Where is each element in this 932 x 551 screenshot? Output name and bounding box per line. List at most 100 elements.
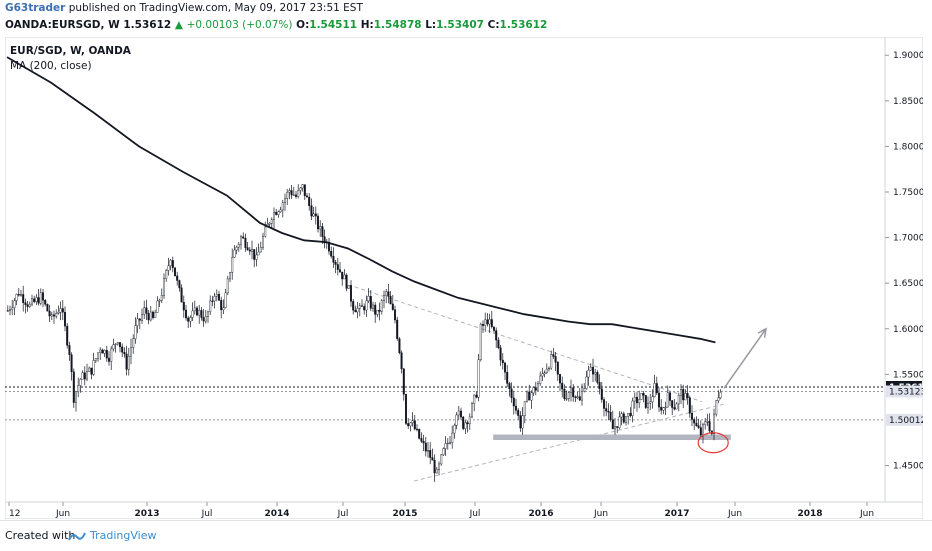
candle-body bbox=[292, 194, 295, 196]
candle-body bbox=[374, 304, 377, 315]
candle-body bbox=[37, 297, 40, 304]
candle-body bbox=[356, 308, 359, 313]
price-axis[interactable]: 1.90000 1.85000 1.80000 1.75000 1.70000 1.650… bbox=[885, 51, 923, 472]
candle-body bbox=[717, 397, 720, 401]
y-tick-label: 1.45000 bbox=[893, 462, 923, 472]
legend-symbol[interactable]: EUR/SGD, W, OANDA bbox=[10, 45, 131, 57]
candle-body bbox=[662, 407, 665, 411]
candle-body bbox=[405, 394, 408, 424]
candle-body bbox=[314, 213, 317, 217]
candle-body bbox=[451, 432, 454, 443]
x-tick-label: 2016 bbox=[528, 509, 553, 519]
candle-body bbox=[684, 393, 687, 401]
candle-body bbox=[545, 368, 548, 373]
candle-body bbox=[616, 426, 619, 428]
candle-body bbox=[369, 296, 372, 309]
candle-body bbox=[600, 388, 603, 400]
candle-body bbox=[473, 394, 476, 404]
candle-body bbox=[389, 296, 392, 305]
candle-body bbox=[129, 347, 132, 357]
drawings-layer[interactable] bbox=[354, 286, 731, 482]
candle-body bbox=[515, 405, 518, 411]
candle-body bbox=[92, 360, 95, 375]
candle-body bbox=[107, 357, 110, 362]
annotations-layer[interactable] bbox=[697, 327, 767, 454]
candle-body bbox=[96, 352, 99, 359]
candle-body bbox=[281, 202, 284, 211]
candle-body bbox=[138, 318, 141, 321]
candle-body bbox=[583, 388, 586, 392]
candle-body bbox=[605, 408, 608, 412]
candle-body bbox=[537, 383, 540, 391]
candle-body bbox=[242, 236, 245, 239]
candle-body bbox=[123, 352, 126, 355]
candle-body bbox=[719, 392, 722, 399]
price-chart[interactable]: 1.90000 1.85000 1.80000 1.75000 1.70000 1.650… bbox=[5, 37, 923, 519]
candle-body bbox=[352, 301, 355, 311]
candle-body bbox=[24, 302, 27, 305]
candle-body bbox=[504, 362, 507, 373]
candle-body bbox=[614, 426, 617, 430]
candle-body bbox=[182, 301, 185, 311]
candle-body bbox=[671, 400, 674, 408]
y-tick-label: 1.70000 bbox=[893, 234, 923, 244]
candle-body bbox=[396, 319, 399, 339]
candle-body bbox=[277, 211, 280, 215]
candle-body bbox=[173, 267, 176, 277]
candle-body bbox=[486, 319, 489, 325]
candle-body bbox=[420, 438, 423, 442]
low-label: L: bbox=[425, 19, 437, 31]
candle-body bbox=[433, 460, 436, 474]
candle-body bbox=[83, 372, 86, 380]
candle-body bbox=[565, 398, 568, 400]
candle-body bbox=[191, 310, 194, 318]
tradingview-link[interactable]: TradingView bbox=[90, 529, 157, 542]
candle-body bbox=[162, 278, 165, 296]
candle-body bbox=[466, 422, 469, 425]
candle-body bbox=[598, 382, 601, 390]
candle-body bbox=[543, 372, 546, 375]
candle-body bbox=[638, 399, 641, 404]
candle-body bbox=[620, 413, 623, 418]
candle-body bbox=[295, 194, 298, 197]
candle-body bbox=[169, 260, 172, 267]
high-label: H: bbox=[360, 19, 374, 31]
candle-body bbox=[42, 292, 45, 301]
published-text: published on TradingView.com, May 09, 20… bbox=[68, 2, 363, 14]
candle-body bbox=[217, 293, 220, 301]
candle-body bbox=[160, 295, 163, 301]
candle-body bbox=[101, 349, 104, 354]
candle-body bbox=[306, 195, 309, 198]
candle-body bbox=[383, 295, 386, 302]
y-tick-label: 1.55000 bbox=[893, 370, 923, 380]
candle-body bbox=[539, 375, 542, 384]
legend-indicator[interactable]: MA (200, close) bbox=[10, 60, 92, 72]
candle-body bbox=[625, 416, 628, 423]
candle-body bbox=[53, 314, 56, 317]
time-axis[interactable]: 12 Jun 2013 Jul 2014 Jul 2015 Jul 2016 Jun 2017 Jun… bbox=[8, 502, 874, 519]
candle-body bbox=[288, 190, 291, 193]
candle-body bbox=[713, 413, 716, 435]
support-zone bbox=[493, 434, 731, 440]
candle-body bbox=[61, 308, 64, 313]
candle-body bbox=[596, 372, 599, 383]
candle-body bbox=[90, 367, 93, 375]
candle-body bbox=[121, 346, 124, 353]
candle-body bbox=[226, 278, 229, 294]
x-tick-label: Jun bbox=[727, 509, 742, 519]
candle-body bbox=[559, 374, 562, 384]
candle-body bbox=[695, 422, 698, 426]
candle-body bbox=[321, 226, 324, 237]
candle-body bbox=[446, 442, 449, 445]
candle-body bbox=[103, 350, 106, 354]
candle-body bbox=[453, 425, 456, 434]
candle-body bbox=[427, 450, 430, 452]
candle-body bbox=[50, 314, 53, 317]
candle-body bbox=[647, 403, 650, 408]
candle-body bbox=[477, 359, 480, 398]
price-change: +0.00103 (+0.07%) bbox=[186, 19, 293, 31]
candle-body bbox=[246, 247, 249, 251]
author-link[interactable]: G63trader bbox=[5, 2, 66, 14]
candle-body bbox=[299, 187, 302, 191]
candle-body bbox=[105, 350, 108, 359]
